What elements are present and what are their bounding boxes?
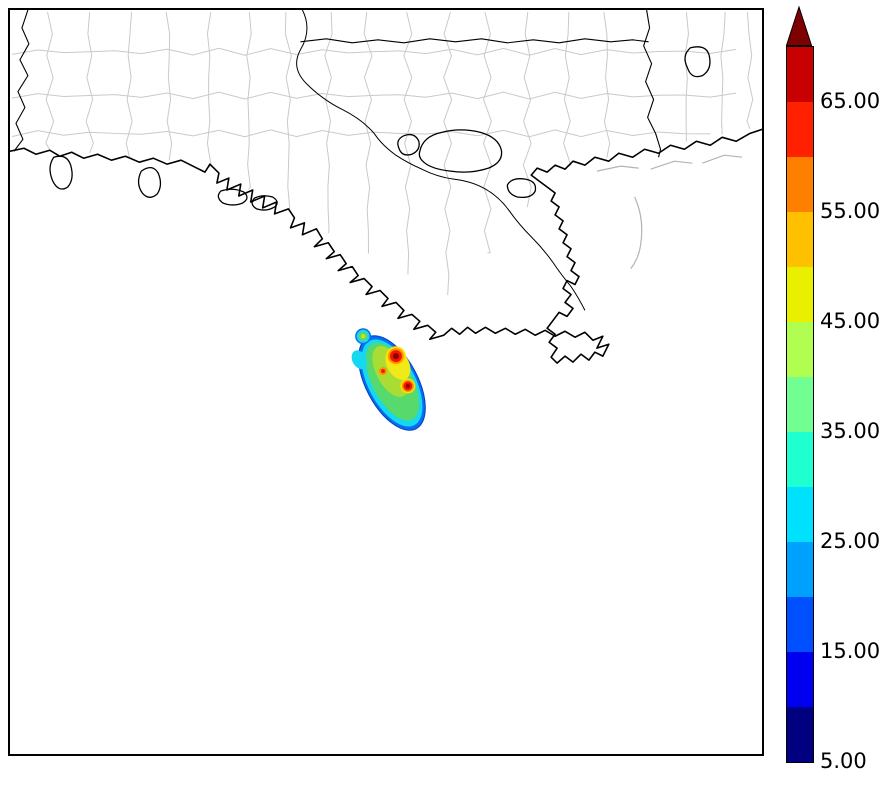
mississippi-river xyxy=(296,10,586,311)
colorbar-segment xyxy=(787,432,813,487)
lake-pontchartrain xyxy=(418,129,503,173)
colorbar-segment xyxy=(787,597,813,652)
colorbar-segment xyxy=(787,322,813,377)
lake-borgne xyxy=(506,178,537,199)
colorbar-tick-label: 25.00 xyxy=(820,529,881,553)
colorbar-tick-label: 5.00 xyxy=(820,749,867,773)
parish-boundaries xyxy=(11,11,754,296)
grand-lake xyxy=(217,188,248,206)
colorbar-tick-label: 45.00 xyxy=(820,309,881,333)
state-border-pearl-river xyxy=(643,10,662,158)
coastline xyxy=(10,128,762,364)
colorbar-segment xyxy=(787,707,813,762)
colorbar-segment xyxy=(787,487,813,542)
colorbar-segment xyxy=(787,102,813,157)
colorbar-tick-labels: 65.00 55.00 45.00 35.00 25.00 15.00 5.00 xyxy=(820,0,894,785)
colorbar-tick-label: 55.00 xyxy=(820,199,881,223)
state-border-north xyxy=(300,38,649,44)
colorbar-tick-label: 15.00 xyxy=(820,639,881,663)
state-border-texas xyxy=(13,10,30,152)
sabine-lake xyxy=(49,155,73,190)
mississippi-reservoir xyxy=(684,46,711,78)
colorbar-segment xyxy=(787,47,813,102)
calcasieu-lake xyxy=(137,167,162,198)
lake-maurepas xyxy=(397,133,420,156)
map-plot xyxy=(8,8,764,756)
colorbar-bar xyxy=(786,46,814,763)
colorbar-tick-label: 65.00 xyxy=(820,89,881,113)
colorbar-tick-label: 35.00 xyxy=(820,419,881,443)
reflectivity-plume xyxy=(351,328,426,431)
colorbar-segment xyxy=(787,542,813,597)
colorbar-segment xyxy=(787,652,813,707)
colorbar-segment xyxy=(787,157,813,212)
barrier-islands xyxy=(596,154,743,172)
chandeleur-islands xyxy=(630,196,643,269)
white-lake xyxy=(251,195,278,211)
colorbar-segment xyxy=(787,212,813,267)
colorbar-segment xyxy=(787,377,813,432)
map-canvas xyxy=(10,10,762,431)
colorbar-segment xyxy=(787,267,813,322)
colorbar-over-arrow-icon xyxy=(786,6,812,46)
